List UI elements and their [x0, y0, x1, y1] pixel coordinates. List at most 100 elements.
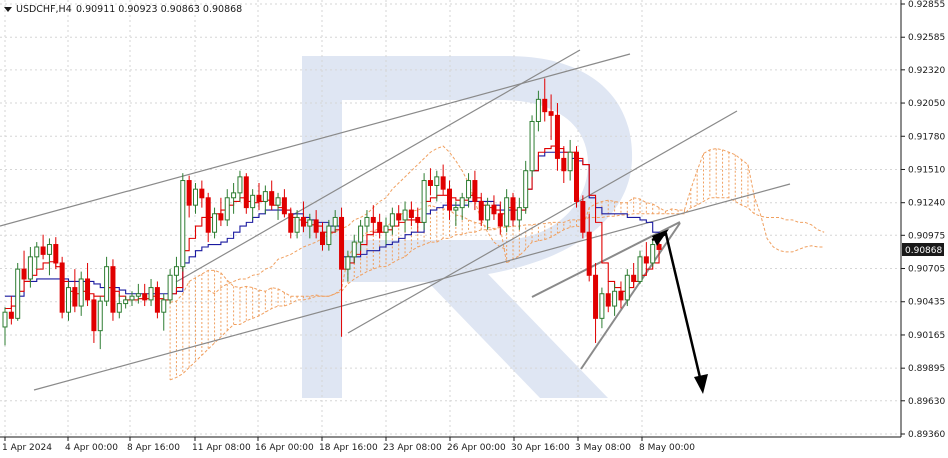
candle[interactable]	[402, 201, 408, 233]
candle[interactable]	[434, 170, 440, 202]
candle[interactable]	[459, 192, 465, 220]
candle[interactable]	[173, 256, 179, 288]
channel-upper-line[interactable]	[0, 53, 631, 227]
wedge-upper-line[interactable]	[531, 221, 681, 298]
candle[interactable]	[237, 170, 243, 202]
candle[interactable]	[307, 213, 313, 239]
candle[interactable]	[8, 296, 14, 325]
candle[interactable]	[218, 197, 224, 227]
candle[interactable]	[148, 278, 154, 307]
symbol-dropdown-icon[interactable]	[4, 7, 12, 12]
candle[interactable]	[421, 173, 427, 230]
candle[interactable]	[167, 269, 173, 304]
candle[interactable]	[161, 293, 167, 331]
candle[interactable]	[15, 262, 21, 321]
candle[interactable]	[485, 197, 491, 230]
candle[interactable]	[224, 189, 230, 227]
candle[interactable]	[72, 269, 78, 313]
candle[interactable]	[21, 250, 27, 284]
candle[interactable]	[383, 217, 389, 245]
candle[interactable]	[275, 192, 281, 220]
candle[interactable]	[320, 222, 325, 251]
candle[interactable]	[643, 242, 649, 270]
candle[interactable]	[453, 201, 459, 227]
candle[interactable]	[593, 262, 599, 343]
candlesticks[interactable]	[2, 78, 662, 350]
candle[interactable]	[129, 291, 135, 307]
candle[interactable]	[554, 103, 560, 171]
candle[interactable]	[142, 283, 148, 307]
candle[interactable]	[110, 259, 116, 321]
inner-rising-line[interactable]	[175, 49, 581, 283]
candle[interactable]	[497, 201, 503, 235]
candle[interactable]	[294, 210, 300, 239]
candle[interactable]	[605, 281, 611, 313]
candle[interactable]	[637, 250, 643, 284]
candle[interactable]	[40, 234, 46, 260]
candle[interactable]	[358, 219, 364, 251]
candle[interactable]	[313, 210, 319, 239]
candle[interactable]	[91, 293, 97, 343]
candle[interactable]	[472, 170, 478, 211]
candle[interactable]	[193, 183, 198, 214]
candle[interactable]	[326, 219, 332, 251]
candle[interactable]	[116, 293, 122, 319]
candle[interactable]	[186, 175, 192, 218]
candle[interactable]	[631, 262, 637, 288]
candle[interactable]	[180, 173, 186, 272]
candle[interactable]	[300, 201, 306, 233]
candle[interactable]	[59, 256, 65, 319]
candle[interactable]	[66, 281, 71, 321]
candle[interactable]	[510, 192, 516, 227]
candle[interactable]	[650, 238, 656, 267]
candle[interactable]	[535, 90, 541, 132]
candle[interactable]	[396, 205, 402, 227]
candle[interactable]	[624, 269, 630, 307]
candle[interactable]	[199, 180, 205, 208]
candle[interactable]	[618, 281, 624, 309]
candle[interactable]	[281, 189, 287, 218]
candle[interactable]	[478, 192, 484, 227]
candle[interactable]	[34, 242, 40, 270]
candle[interactable]	[2, 307, 8, 346]
candle[interactable]	[250, 189, 256, 220]
candle[interactable]	[288, 207, 294, 239]
candle[interactable]	[212, 207, 218, 239]
candle[interactable]	[243, 173, 249, 214]
candle[interactable]	[561, 146, 567, 184]
candle[interactable]	[135, 283, 141, 304]
candle[interactable]	[599, 287, 605, 329]
candle[interactable]	[123, 296, 129, 309]
wedge-lower-line[interactable]	[580, 222, 681, 370]
candle[interactable]	[523, 160, 529, 214]
candle[interactable]	[370, 205, 376, 233]
candle[interactable]	[612, 283, 618, 316]
candle[interactable]	[85, 262, 91, 307]
candle[interactable]	[377, 213, 383, 239]
candle[interactable]	[262, 185, 268, 214]
candle[interactable]	[339, 207, 345, 337]
candle[interactable]	[408, 201, 414, 227]
candle[interactable]	[351, 234, 357, 263]
candle[interactable]	[205, 192, 211, 243]
candle[interactable]	[97, 296, 103, 350]
candle[interactable]	[586, 213, 592, 282]
candle[interactable]	[256, 183, 262, 211]
candle[interactable]	[504, 189, 510, 233]
candle[interactable]	[542, 78, 548, 122]
candle[interactable]	[548, 94, 554, 140]
candle[interactable]	[516, 197, 522, 230]
candle[interactable]	[529, 115, 535, 177]
candle[interactable]	[78, 271, 84, 316]
candle[interactable]	[440, 164, 446, 196]
candle[interactable]	[491, 195, 497, 220]
candle[interactable]	[231, 183, 237, 214]
candle[interactable]	[656, 242, 662, 257]
candle[interactable]	[574, 146, 579, 208]
candle[interactable]	[427, 168, 433, 196]
candle[interactable]	[364, 210, 370, 233]
candle[interactable]	[345, 250, 351, 282]
candle[interactable]	[415, 207, 421, 233]
channel-lower-line[interactable]	[33, 183, 791, 391]
